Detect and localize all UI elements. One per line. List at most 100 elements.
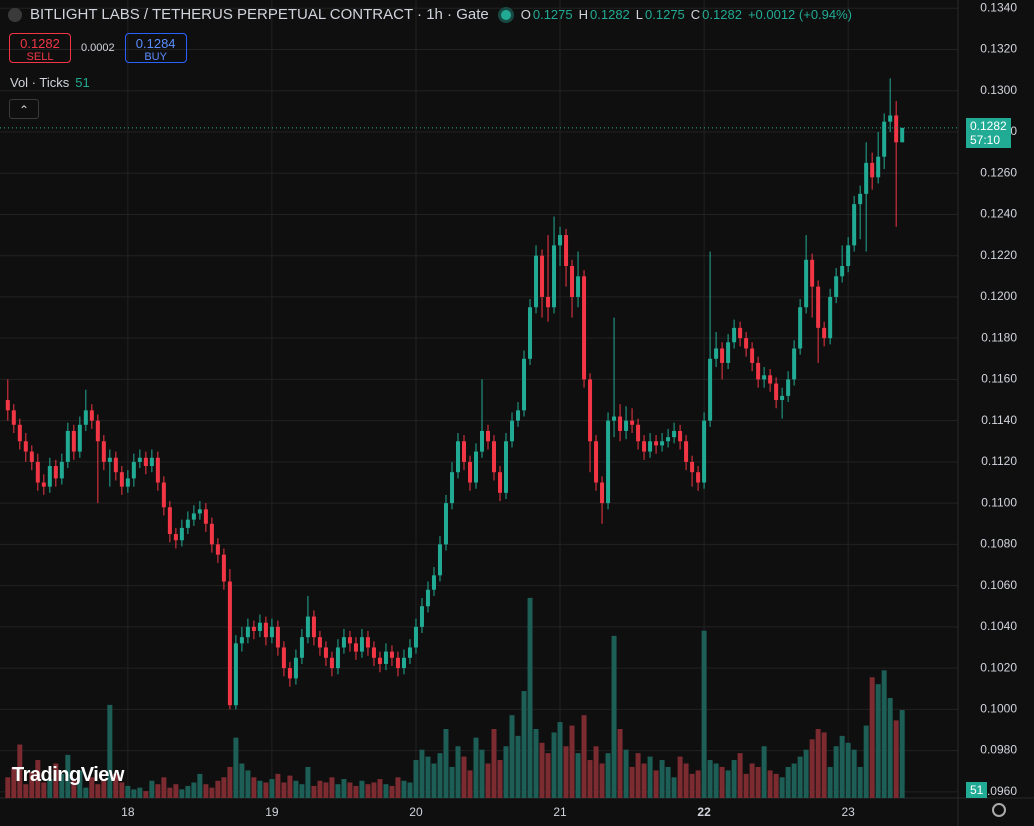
volume-bar: [77, 770, 83, 798]
volume-bar: [605, 753, 611, 798]
volume-bar: [23, 784, 29, 798]
candle-body: [191, 513, 196, 520]
volume-bar: [659, 760, 665, 798]
volume-bar: [35, 760, 41, 798]
volume-bar: [863, 725, 869, 798]
collapse-button[interactable]: ⌃: [9, 99, 39, 119]
buy-button[interactable]: 0.1284 BUY: [124, 33, 187, 63]
candle-body: [407, 647, 412, 658]
candle-body: [11, 410, 16, 425]
volume-bar: [671, 777, 677, 798]
candle-body: [612, 416, 617, 421]
volume-bar: [239, 763, 245, 798]
candle-body: [125, 478, 130, 487]
volume-bar: [785, 766, 791, 798]
candle-body: [419, 606, 424, 627]
volume-bar: [353, 785, 359, 798]
candle-body: [293, 657, 298, 679]
volume-bar: [59, 773, 65, 798]
volume-bar: [275, 773, 281, 798]
volume-bar: [641, 763, 647, 798]
volume-bar: [713, 763, 719, 798]
volume-bar: [5, 777, 11, 798]
volume-bar: [725, 770, 731, 798]
candle-body: [480, 430, 485, 452]
candle-body: [197, 509, 202, 514]
volume-bar: [545, 753, 551, 798]
brand: TradingView: [12, 764, 124, 786]
candle-body: [660, 441, 665, 446]
symbol-title[interactable]: BITLIGHT LABS / TETHERUS PERPETUAL CONTR…: [30, 6, 489, 23]
volume-bar: [47, 779, 53, 798]
candle-body: [888, 115, 893, 122]
candle-body: [245, 626, 250, 638]
volume-bar: [665, 766, 671, 798]
volume-bar: [815, 729, 821, 798]
candle-body: [606, 420, 611, 504]
candle-body: [251, 626, 256, 631]
volume-bar: [533, 729, 539, 798]
volume-bar: [593, 746, 599, 798]
candle-body: [473, 451, 478, 483]
sell-button[interactable]: 0.1282 SELL: [9, 33, 71, 63]
volume-bar: [491, 729, 497, 798]
candle-body: [816, 286, 821, 328]
candle-body: [17, 424, 22, 442]
volume-bar: [821, 732, 827, 798]
volume-bar: [707, 760, 713, 798]
candle-body: [852, 204, 857, 246]
volume-bar: [263, 782, 269, 798]
legend-header: BITLIGHT LABS / TETHERUS PERPETUAL CONTR…: [8, 6, 858, 23]
candle-body: [600, 482, 605, 504]
volume-bar: [341, 779, 347, 798]
candle-body: [461, 441, 466, 462]
volume-bar: [299, 784, 305, 798]
candle-body: [233, 643, 238, 706]
candle-body: [227, 581, 232, 706]
change: +0.0012 (+0.94%): [747, 7, 853, 22]
candle-body: [173, 534, 178, 541]
volume-bar: [773, 773, 779, 798]
candle-body: [726, 342, 731, 363]
volume-bar: [365, 784, 371, 798]
candle-body: [455, 441, 460, 473]
volume-bar: [449, 766, 455, 798]
volume-bar: [203, 784, 209, 798]
candle-body: [876, 156, 881, 178]
volume-legend[interactable]: Vol · Ticks 51: [10, 75, 90, 90]
volume-bar: [293, 780, 299, 798]
candle-body: [678, 430, 683, 442]
candle-body: [89, 410, 94, 421]
volume-bar: [797, 756, 803, 798]
volume-bar: [395, 777, 401, 798]
candle-body: [425, 589, 430, 607]
candle-body: [684, 441, 689, 462]
candle-body: [618, 416, 623, 431]
candle-body: [894, 115, 899, 143]
candle-body: [269, 626, 274, 638]
candle-body: [383, 651, 388, 664]
volume-bar: [407, 782, 413, 798]
volume-bar: [281, 782, 287, 798]
volume-bar: [173, 784, 179, 798]
volume-bar: [29, 772, 35, 798]
volume-bar: [467, 770, 473, 798]
volume-bar: [689, 773, 695, 798]
candle-body: [546, 296, 551, 308]
ohlc-label: L: [635, 7, 644, 22]
volume-bar: [899, 710, 905, 798]
volume-bar: [611, 635, 617, 798]
candle-body: [624, 420, 629, 431]
volume-bar: [413, 760, 419, 798]
volume-value: 51: [75, 75, 90, 90]
settings-button[interactable]: [992, 803, 1006, 817]
volume-bar: [887, 697, 893, 798]
volume-bar: [389, 785, 395, 798]
volume-bar: [185, 785, 191, 798]
volume-bar: [839, 735, 845, 798]
candle-body: [534, 255, 539, 308]
candle-body: [395, 657, 400, 669]
volume-bar: [755, 766, 761, 798]
candle-body: [708, 358, 713, 421]
buy-label: BUY: [144, 51, 167, 63]
